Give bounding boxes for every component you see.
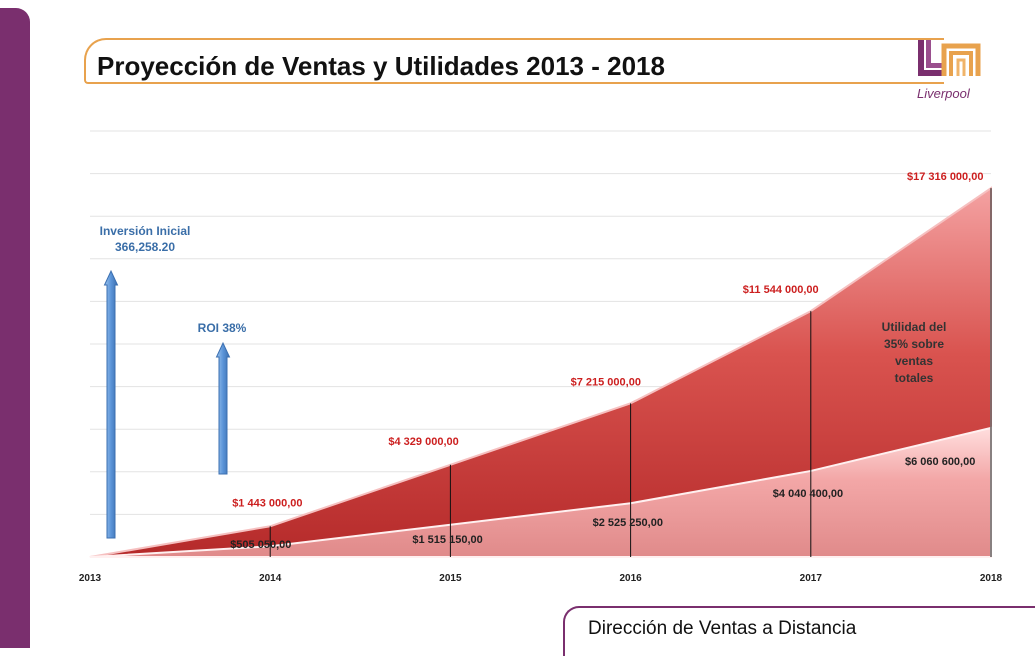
x-tick-label: 2014 <box>259 573 282 584</box>
sales-data-label: $17 316 000,00 <box>907 171 983 183</box>
x-tick-label: 2015 <box>439 573 462 584</box>
x-tick-label: 2016 <box>619 573 642 584</box>
profit-data-label: $505 050,00 <box>230 539 291 551</box>
annotation-text-inversion: 366,258.20 <box>115 240 175 254</box>
footer-text: Dirección de Ventas a Distancia <box>588 618 857 639</box>
annotations: Inversión Inicial 366,258.20 ROI 38% Utilid… <box>100 224 947 539</box>
annotation-text-utilidad: ventas <box>895 354 933 368</box>
title-frame <box>84 38 944 84</box>
up-arrow-icon <box>103 269 119 539</box>
liverpool-logo-icon: Liverpool <box>917 40 981 101</box>
footer-frame <box>563 606 1035 656</box>
page-title: Proyección de Ventas y Utilidades 2013 -… <box>97 51 665 81</box>
profit-data-label: $6 060 600,00 <box>905 456 975 468</box>
x-tick-label: 2013 <box>79 573 102 584</box>
profit-data-label: $2 525 250,00 <box>593 517 663 529</box>
data-labels: $1 443 000,00 $4 329 000,00 $7 215 000,00 $… <box>230 171 983 551</box>
year-markers <box>269 188 992 557</box>
logo-text: Liverpool <box>917 86 971 101</box>
profit-data-label: $4 040 400,00 <box>773 488 843 500</box>
annotation-text-utilidad: 35% sobre <box>884 337 944 351</box>
sales-data-label: $1 443 000,00 <box>232 497 302 509</box>
annotation-text-inversion: Inversión Inicial <box>100 224 191 238</box>
annotation-text-utilidad: totales <box>895 371 934 385</box>
profit-data-label: $1 515 150,00 <box>412 534 482 546</box>
x-tick-label: 2018 <box>980 573 1003 584</box>
sales-data-label: $4 329 000,00 <box>388 436 458 448</box>
annotation-text-utilidad: Utilidad del <box>882 320 947 334</box>
x-tick-label: 2017 <box>800 573 823 584</box>
x-axis-ticks: 2013 2014 2015 2016 2017 2018 <box>79 573 1003 584</box>
up-arrow-icon <box>215 341 231 475</box>
sales-data-label: $7 215 000,00 <box>571 376 641 388</box>
left-accent-bar <box>0 8 30 648</box>
sales-data-label: $11 544 000,00 <box>743 284 819 296</box>
annotation-text-roi: ROI 38% <box>198 321 247 335</box>
